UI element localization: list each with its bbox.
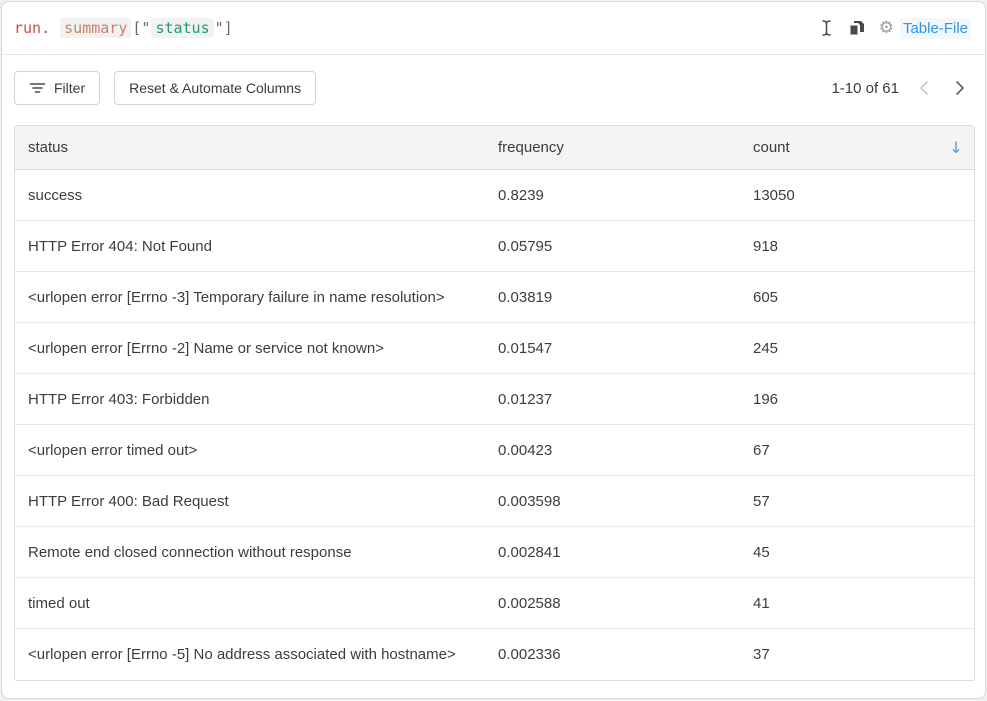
gear-icon[interactable]: ⚙ — [878, 17, 894, 38]
cell-status: <urlopen error [Errno -3] Temporary fail… — [28, 288, 445, 306]
cell-status: HTTP Error 400: Bad Request — [28, 492, 229, 510]
table-file-link[interactable]: Table-File — [899, 17, 971, 39]
table-row: <urlopen error [Errno -2] Name or servic… — [15, 323, 974, 374]
filter-button[interactable]: Filter — [14, 71, 101, 105]
cell-count: 605 — [753, 288, 779, 306]
cell-count: 45 — [753, 543, 770, 561]
panel-header: run. summary [" status "] ⚙ Table-File — [2, 2, 985, 55]
sort-descending-icon[interactable]: ↓ — [949, 138, 963, 157]
cell-count: 245 — [753, 339, 779, 357]
table-row: Remote end closed connection without res… — [15, 527, 974, 578]
column-header-frequency[interactable]: frequency — [498, 139, 564, 156]
table-row: timed out 0.002588 41 — [15, 578, 974, 629]
cell-status: <urlopen error [Errno -5] No address ass… — [28, 646, 456, 663]
pagination-range-label: 1-10 of 61 — [831, 79, 899, 97]
cell-count: 67 — [753, 441, 770, 459]
sort-indicator-cell: ↓ — [938, 138, 974, 157]
code-token-close-bracket: "] — [214, 19, 233, 37]
cell-frequency: 0.8239 — [498, 186, 544, 204]
cell-status: HTTP Error 404: Not Found — [28, 237, 212, 255]
cell-status: HTTP Error 403: Forbidden — [28, 390, 210, 408]
cell-count: 196 — [753, 390, 779, 408]
cell-count: 41 — [753, 594, 770, 612]
table-row: <urlopen error timed out> 0.00423 67 — [15, 425, 974, 476]
column-header-status[interactable]: status — [28, 139, 69, 156]
cell-frequency: 0.01237 — [498, 390, 553, 408]
cell-frequency: 0.002336 — [498, 646, 561, 663]
filter-icon — [29, 81, 46, 95]
cell-frequency: 0.00423 — [498, 441, 553, 459]
column-header-count[interactable]: count — [753, 139, 790, 156]
reset-button-label: Reset & Automate Columns — [129, 80, 302, 96]
filter-button-label: Filter — [54, 80, 86, 96]
previous-page-icon[interactable] — [913, 77, 935, 99]
table-row: HTTP Error 403: Forbidden 0.01237 196 — [15, 374, 974, 425]
table-header-row: status frequency count ↓ — [15, 126, 974, 170]
status-summary-table: status frequency count ↓ success 0.8239 … — [14, 125, 975, 681]
table-row: <urlopen error [Errno -5] No address ass… — [15, 629, 974, 680]
cell-status: timed out — [28, 594, 90, 612]
cell-frequency: 0.03819 — [498, 288, 553, 306]
table-row: HTTP Error 404: Not Found 0.05795 918 — [15, 221, 974, 272]
cell-count: 57 — [753, 492, 770, 510]
cell-frequency: 0.01547 — [498, 339, 553, 357]
copy-icon[interactable] — [848, 19, 865, 37]
cell-status: success — [28, 186, 83, 204]
cell-count: 918 — [753, 237, 779, 255]
cell-frequency: 0.05795 — [498, 237, 553, 255]
cell-count: 13050 — [753, 186, 795, 204]
code-token-object: run — [14, 19, 42, 37]
reset-automate-columns-button[interactable]: Reset & Automate Columns — [114, 71, 317, 105]
code-token-open-bracket: [" — [132, 19, 151, 37]
code-token-attribute: summary — [60, 18, 132, 38]
text-cursor-icon[interactable] — [819, 19, 834, 37]
code-token-key: status — [151, 18, 214, 38]
table-row: HTTP Error 400: Bad Request 0.003598 57 — [15, 476, 974, 527]
pagination: 1-10 of 61 — [831, 77, 971, 99]
cell-status: <urlopen error [Errno -2] Name or servic… — [28, 339, 384, 357]
table-row: success 0.8239 13050 — [15, 170, 974, 221]
cell-status: Remote end closed connection without res… — [28, 543, 352, 561]
cell-frequency: 0.002588 — [498, 594, 561, 612]
table-toolbar: Filter Reset & Automate Columns 1-10 of … — [2, 59, 985, 117]
cell-frequency: 0.002841 — [498, 543, 561, 561]
cell-frequency: 0.003598 — [498, 492, 561, 510]
table-row: <urlopen error [Errno -3] Temporary fail… — [15, 272, 974, 323]
cell-status: <urlopen error timed out> — [28, 441, 198, 459]
next-page-icon[interactable] — [949, 77, 971, 99]
code-token-dot: . — [41, 19, 51, 37]
cell-count: 37 — [753, 646, 770, 663]
code-expression-input[interactable]: run. summary [" status "] — [14, 18, 233, 38]
